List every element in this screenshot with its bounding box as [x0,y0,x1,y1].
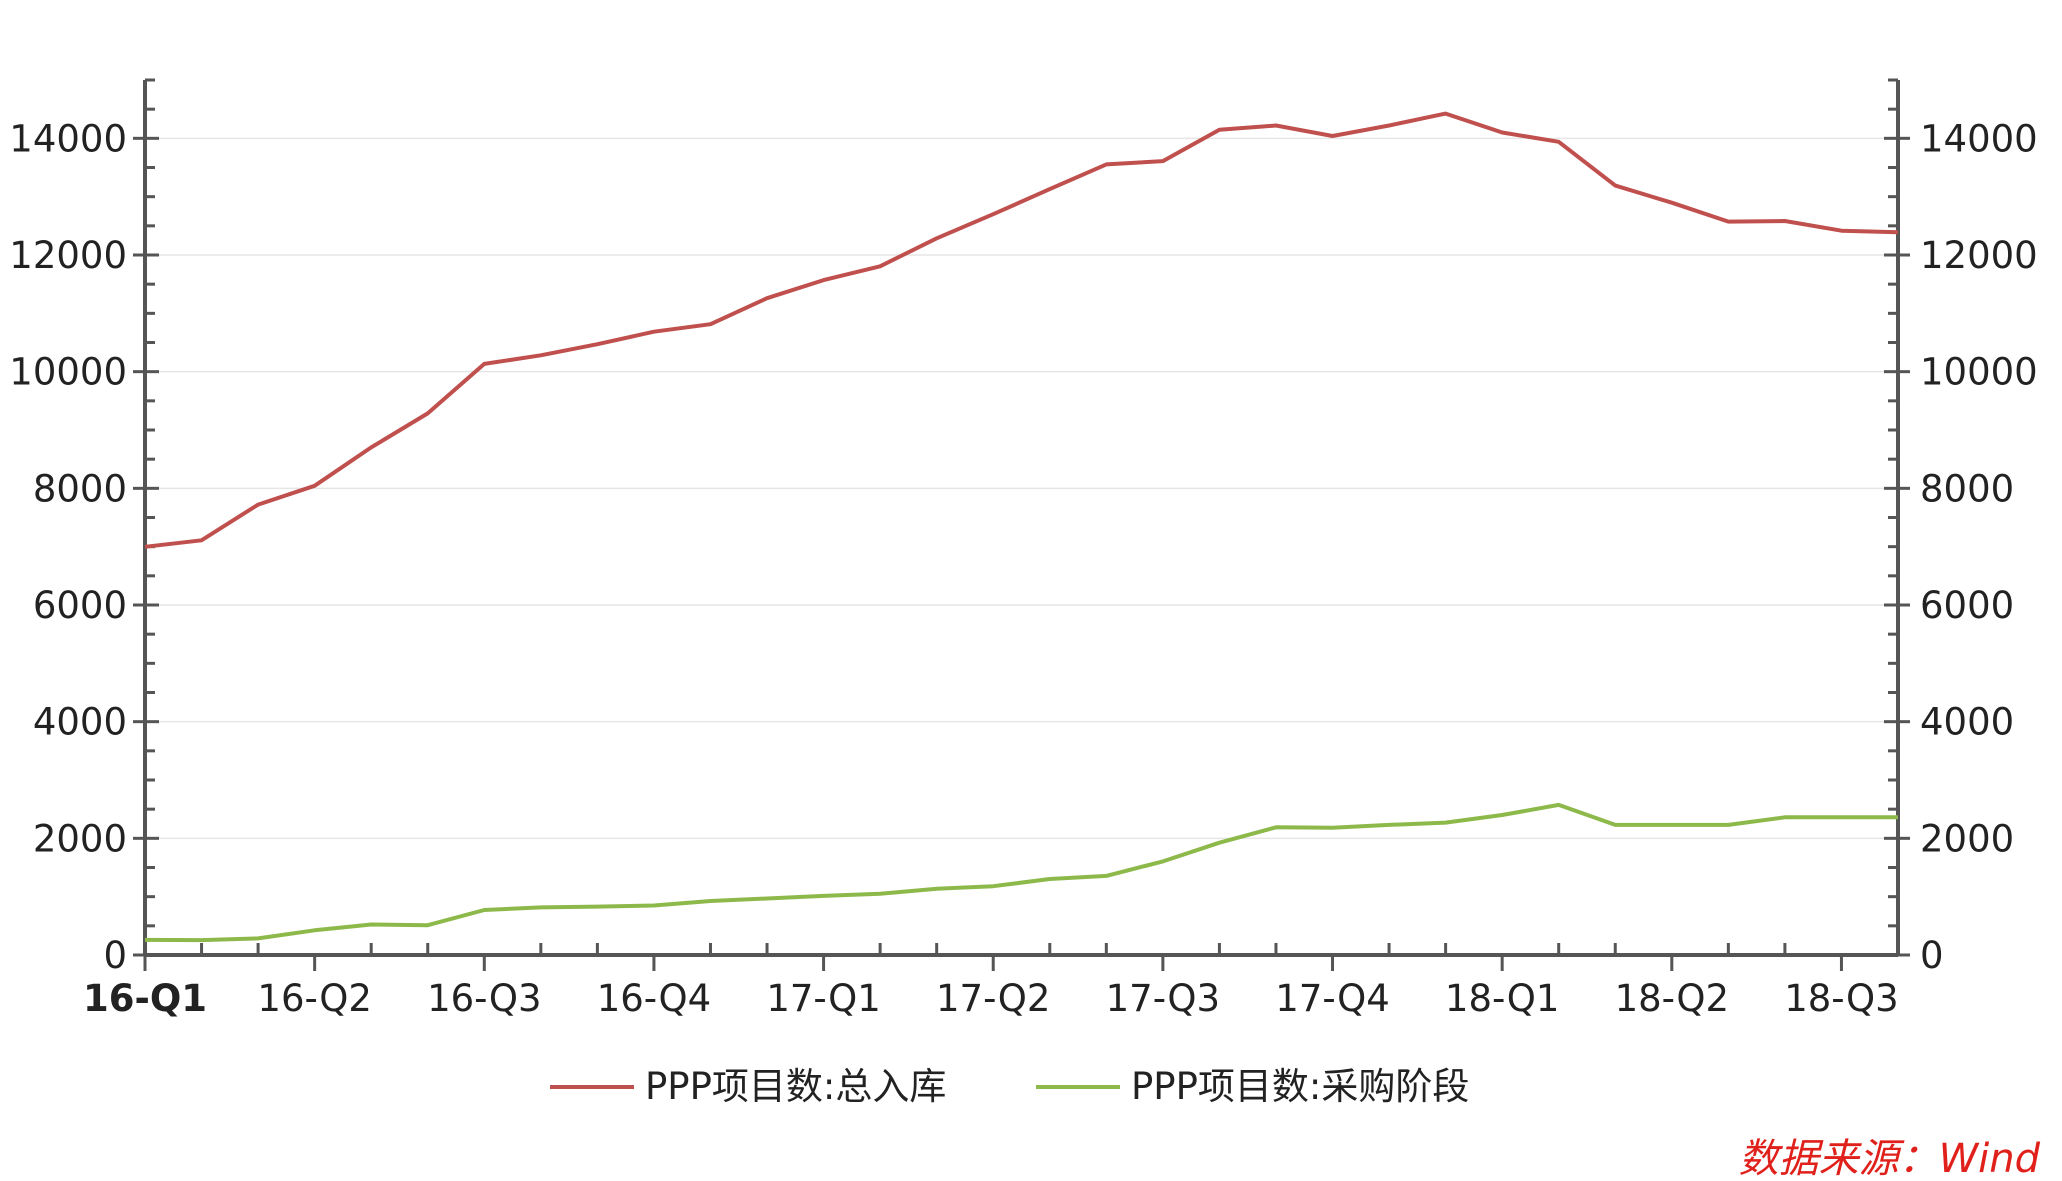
axes: 0 0 2000 2000 4000 4000 6000 6000 8000 8000 10000 1… [9,78,2038,1020]
right-y-tick-label: 0 [1920,934,1944,977]
series-lines [144,111,1899,943]
right-y-tick-label: 8000 [1920,467,2014,510]
data-source-note: 数据来源：Wind [1739,1136,2041,1181]
x-tick-label: 17-Q1 [766,977,880,1020]
legend: PPP项目数:总入库 PPP项目数:采购阶段 [550,1065,1469,1108]
x-tick-label: 16-Q4 [597,977,711,1020]
left-y-tick-label: 10000 [9,351,127,394]
right-y-tick-label: 6000 [1920,584,2014,627]
x-tick-label: 17-Q3 [1106,977,1220,1020]
series-line-procurement [144,802,1898,943]
legend-label-procurement: PPP项目数:采购阶段 [1131,1065,1469,1108]
left-y-tick-label: 4000 [33,701,127,744]
left-y-tick-label: 14000 [9,117,127,160]
x-tick-label: 17-Q2 [936,977,1050,1020]
left-y-tick-label: 2000 [33,817,127,860]
x-tick-label: 18-Q3 [1784,977,1898,1020]
right-y-tick-label: 10000 [1920,351,2038,394]
right-y-tick-label: 12000 [1920,234,2038,277]
right-y-tick-label: 14000 [1920,117,2038,160]
right-y-tick-label: 4000 [1920,701,2014,744]
x-tick-label: 18-Q1 [1445,977,1559,1020]
x-tick-label: 16-Q3 [427,977,541,1020]
x-tick-label: 18-Q2 [1615,977,1729,1020]
series-line-total [144,111,1899,549]
x-tick-label: 17-Q4 [1275,977,1389,1020]
left-y-tick-label: 12000 [9,234,127,277]
x-tick-label: 16-Q2 [257,977,371,1020]
left-y-tick-label: 6000 [33,584,127,627]
gridlines [145,137,1898,840]
legend-label-total: PPP项目数:总入库 [645,1065,946,1108]
left-y-tick-label: 0 [103,934,127,977]
right-y-tick-label: 2000 [1920,817,2014,860]
left-y-tick-label: 8000 [33,467,127,510]
x-tick-label: 16-Q1 [83,977,207,1020]
